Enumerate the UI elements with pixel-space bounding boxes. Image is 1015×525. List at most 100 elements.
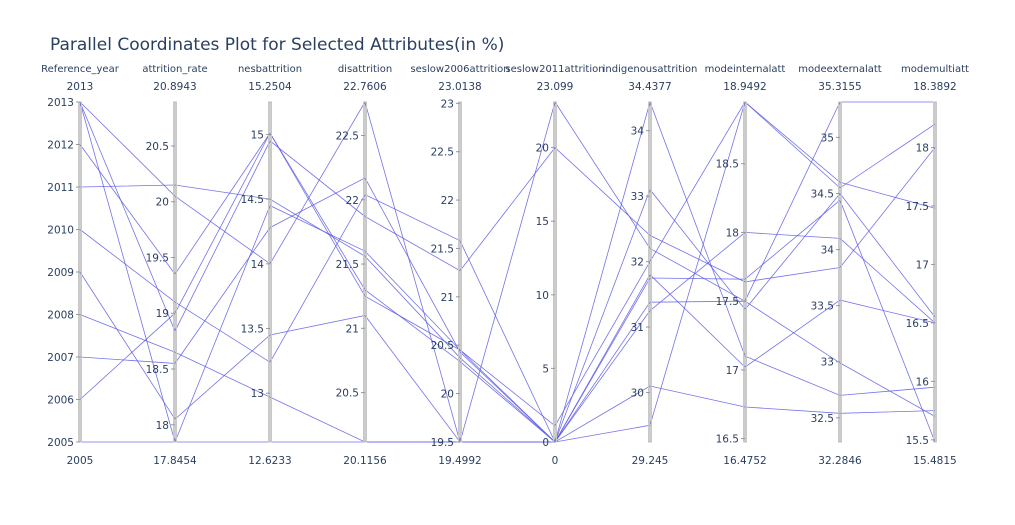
range-max-label: 2013 [67, 81, 94, 93]
dimension-label: modemultiatt [901, 64, 969, 75]
range-min-label: 2005 [67, 455, 94, 467]
record-line-2 [79, 177, 936, 443]
tick-label: 18.5 [146, 364, 169, 376]
tick-label: 33 [631, 191, 644, 203]
tick-label: 32 [631, 257, 644, 269]
tick-label: 2007 [47, 352, 74, 364]
tick-label: 14.5 [241, 194, 264, 206]
dimension-label: nesbattrition [238, 64, 302, 75]
axis-indigenousattrition: indigenousattrition 34.4377 29.245 30 31 32 33… [603, 64, 698, 467]
tick-label: 2006 [47, 395, 74, 407]
tick-label: 5 [542, 363, 549, 375]
tick-label: 20.5 [336, 388, 359, 400]
tick-label: 13.5 [241, 324, 264, 336]
tick-label: 21.5 [336, 259, 359, 271]
dimension-label: modeinternalatt [705, 64, 786, 75]
axis-attrition_rate: attrition_rate 20.8943 17.8454 18 18.5 19 19.5… [142, 64, 207, 467]
chart-title: Parallel Coordinates Plot for Selected A… [50, 35, 504, 55]
range-min-label: 20.1156 [343, 455, 387, 467]
tick-label: 18 [156, 420, 169, 432]
record-line-6 [79, 184, 936, 443]
tick-label: 20 [536, 143, 549, 155]
record-line-0 [80, 101, 936, 443]
record-line-1 [79, 100, 936, 443]
tick-label: 33.5 [811, 301, 834, 313]
range-max-label: 20.8943 [153, 81, 196, 93]
tick-label: 20 [156, 197, 169, 209]
tick-label: 17.5 [716, 296, 739, 308]
tick-label: 18.5 [716, 159, 739, 171]
tick-label: 22.5 [336, 130, 359, 142]
tick-label: 32.5 [811, 413, 834, 425]
record-line-5 [79, 194, 936, 443]
tick-label: 22 [346, 195, 359, 207]
record-line-8 [79, 101, 936, 443]
axis-Reference_year: Reference_year 2013 2005 2005 2006 2007 2008 20… [41, 64, 120, 467]
tick-label: 15 [536, 216, 549, 228]
tick-label: 19 [156, 308, 169, 320]
range-min-label: 29.245 [632, 455, 669, 467]
range-max-label: 34.4377 [628, 81, 671, 93]
tick-label: 2009 [47, 267, 74, 279]
tick-label: 2008 [47, 310, 74, 322]
tick-label: 10 [536, 290, 549, 302]
tick-label: 21 [346, 323, 359, 335]
range-min-label: 32.2846 [818, 455, 862, 467]
tick-label: 20.5 [431, 340, 454, 352]
tick-label: 30 [631, 388, 644, 400]
range-min-label: 16.4752 [723, 455, 766, 467]
axis-modeinternalatt: modeinternalatt 18.9492 16.4752 16.5 17 17.5 1… [705, 64, 786, 467]
tick-label: 23 [441, 98, 454, 110]
tick-label: 14 [251, 259, 265, 271]
record-line-10 [79, 100, 935, 444]
axis-disattrition: disattrition 22.7606 20.1156 20.5 21 21.5 22 22… [336, 64, 393, 467]
dimension-label: indigenousattrition [603, 64, 698, 75]
record-line-9 [79, 101, 936, 333]
range-max-label: 15.2504 [248, 81, 292, 93]
dimension-label: Reference_year [41, 64, 120, 75]
tick-label: 22 [441, 195, 454, 207]
range-max-label: 23.0138 [438, 81, 481, 93]
tick-label: 0 [542, 437, 549, 449]
tick-label: 2012 [47, 140, 74, 152]
tick-label: 22.5 [431, 147, 454, 159]
tick-label: 20 [441, 389, 454, 401]
record-line-3 [79, 314, 936, 443]
tick-label: 33 [821, 357, 834, 369]
dimension-label: seslow2011attrition [505, 64, 604, 75]
range-max-label: 35.3155 [818, 81, 861, 93]
axes-layer: Reference_year20132005200520062007200820… [41, 64, 969, 467]
tick-label: 31 [631, 322, 644, 334]
axis-seslow2006attrition: seslow2006attrition 23.0138 19.4992 19.5 20 2… [410, 64, 509, 467]
dimension-label: disattrition [338, 64, 392, 75]
tick-label: 34 [631, 126, 645, 138]
axis-seslow2011attrition: seslow2011attrition 23.099 00 5 10 15 20 [505, 64, 604, 467]
tick-label: 16.5 [906, 318, 929, 330]
range-min-label: 0 [552, 455, 559, 467]
range-min-label: 12.6233 [248, 455, 291, 467]
range-max-label: 18.3892 [913, 81, 956, 93]
tick-label: 2011 [47, 182, 74, 194]
tick-label: 20.5 [146, 141, 169, 153]
dimension-label: seslow2006attrition [410, 64, 509, 75]
range-min-label: 17.8454 [153, 455, 197, 467]
tick-label: 13 [251, 388, 264, 400]
tick-label: 21 [441, 292, 454, 304]
axis-nesbattrition: nesbattrition 15.2504 12.6233 13 13.5 14 14.5 1… [238, 64, 302, 467]
tick-label: 2005 [47, 437, 74, 449]
tick-label: 18 [916, 143, 929, 155]
dimension-label: attrition_rate [142, 64, 207, 75]
axis-modemultiatt: modemultiatt 18.3892 15.4815 15.5 16 16.5 17 17… [901, 64, 969, 467]
tick-label: 2010 [47, 225, 74, 237]
dimension-label: modeexternalatt [798, 64, 882, 75]
axis-modeexternalatt: modeexternalatt 35.3155 32.2846 32.5 33 33.5 3… [798, 64, 882, 467]
polylines-layer [79, 100, 936, 444]
tick-label: 15 [251, 129, 264, 141]
tick-label: 2013 [47, 97, 74, 109]
tick-label: 19.5 [431, 437, 454, 449]
tick-label: 16 [916, 376, 930, 388]
tick-label: 35 [821, 132, 834, 144]
tick-label: 19.5 [146, 252, 169, 264]
tick-label: 34 [821, 245, 835, 257]
